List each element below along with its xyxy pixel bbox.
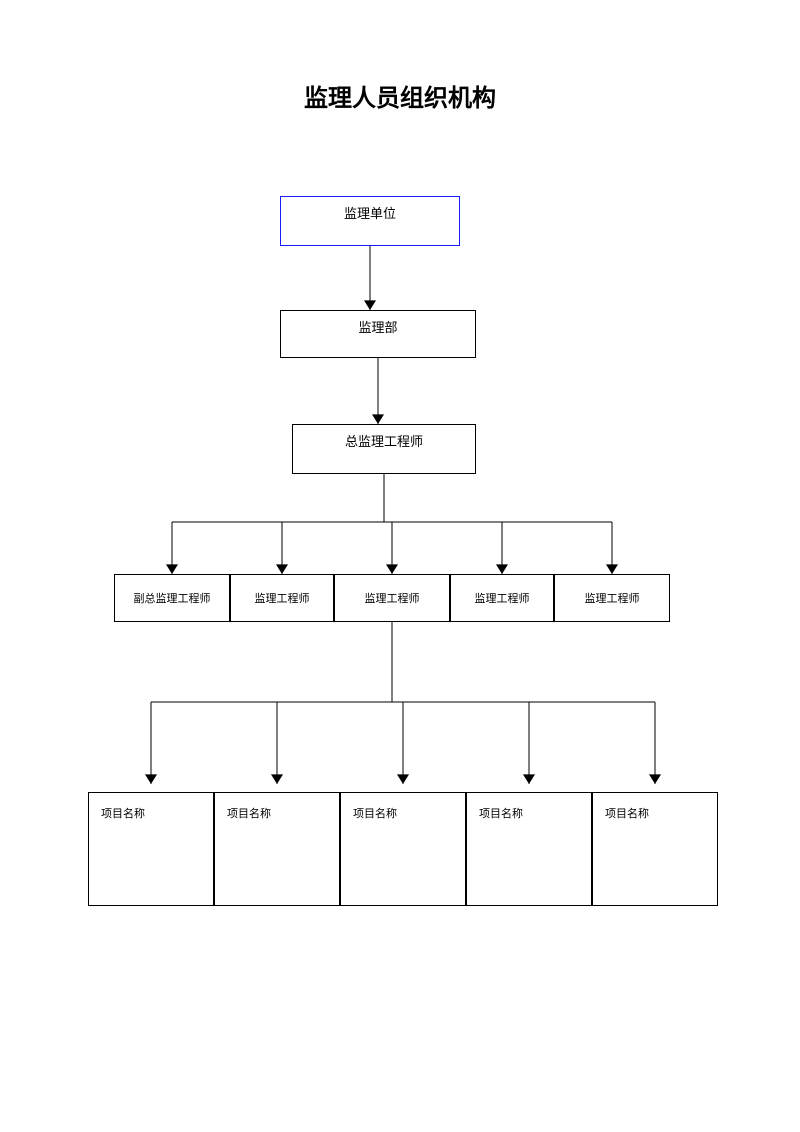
node-label: 监理工程师 xyxy=(255,590,310,606)
node-p5: 项目名称 xyxy=(592,792,718,906)
node-label: 监理单位 xyxy=(344,203,396,222)
node-label: 项目名称 xyxy=(227,805,271,821)
node-r5: 监理工程师 xyxy=(554,574,670,622)
node-n3: 总监理工程师 xyxy=(292,424,476,474)
node-p1: 项目名称 xyxy=(88,792,214,906)
node-r3: 监理工程师 xyxy=(334,574,450,622)
node-label: 监理工程师 xyxy=(365,590,420,606)
node-label: 项目名称 xyxy=(479,805,523,821)
node-label: 总监理工程师 xyxy=(345,431,423,450)
connectors-layer xyxy=(0,0,800,1132)
node-label: 项目名称 xyxy=(101,805,145,821)
node-label: 项目名称 xyxy=(605,805,649,821)
node-r1: 副总监理工程师 xyxy=(114,574,230,622)
node-r4: 监理工程师 xyxy=(450,574,554,622)
node-r2: 监理工程师 xyxy=(230,574,334,622)
node-p2: 项目名称 xyxy=(214,792,340,906)
node-label: 监理部 xyxy=(358,317,397,336)
node-p4: 项目名称 xyxy=(466,792,592,906)
node-n1: 监理单位 xyxy=(280,196,460,246)
node-n2: 监理部 xyxy=(280,310,476,358)
node-p3: 项目名称 xyxy=(340,792,466,906)
node-label: 监理工程师 xyxy=(475,590,530,606)
node-label: 副总监理工程师 xyxy=(134,590,211,606)
node-label: 监理工程师 xyxy=(585,590,640,606)
node-label: 项目名称 xyxy=(353,805,397,821)
diagram-title: 监理人员组织机构 xyxy=(0,78,800,113)
